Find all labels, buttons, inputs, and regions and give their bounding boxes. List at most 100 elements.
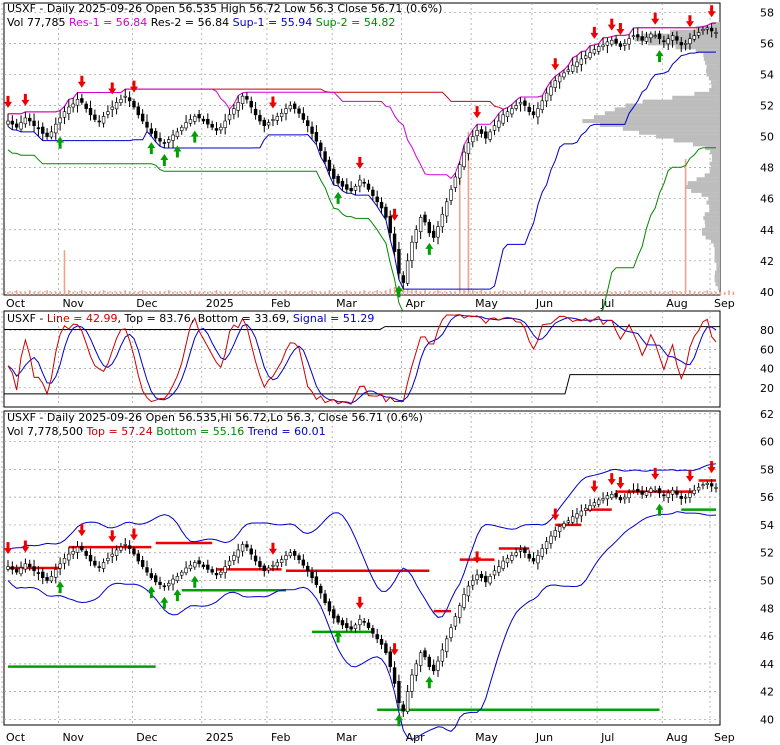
volume-bar: [215, 290, 218, 295]
trend-candle: [657, 488, 662, 494]
trend-candle: [41, 571, 45, 579]
price-candle: [657, 33, 662, 40]
volume-bar: [63, 250, 66, 295]
trend-candle: [540, 548, 544, 557]
trend-candle: [566, 520, 571, 523]
trend-candle: [106, 557, 110, 561]
trend-candle: [518, 549, 523, 552]
price-candle: [510, 108, 514, 115]
trend-up-arrow: [56, 581, 65, 594]
volume-bar: [133, 291, 135, 295]
price-candle: [423, 214, 427, 223]
volume-bar: [671, 290, 674, 295]
trend-month-label: Feb: [271, 731, 290, 744]
trend-y-tick-label: 54: [760, 519, 774, 532]
volume-bar: [385, 290, 387, 295]
trend-month-label: Sep: [714, 731, 735, 744]
trend-up-arrow: [173, 589, 182, 602]
trend-candle: [688, 492, 692, 498]
volume-bar: [663, 291, 665, 295]
volume-bar: [641, 291, 643, 295]
trend-candle: [249, 548, 253, 555]
volume-bar: [115, 291, 118, 295]
trend-candle: [644, 491, 649, 496]
trend-candle: [588, 505, 592, 511]
price-down-arrow: [685, 15, 694, 28]
trend-up-arrow: [655, 503, 664, 516]
trend-y-tick-label: 60: [760, 436, 774, 449]
trend-candle: [709, 483, 714, 487]
price-candle: [358, 179, 362, 187]
trend-candle: [544, 541, 549, 549]
trend-candle: [136, 553, 141, 562]
price-candle: [410, 241, 414, 261]
trend-month-label: Apr: [406, 731, 426, 744]
price-candle: [549, 86, 553, 96]
volume-bar: [467, 131, 470, 295]
price-candle: [275, 116, 280, 121]
trend-y-tick-label: 46: [760, 630, 774, 643]
price-candle: [262, 119, 266, 127]
price-candle: [388, 215, 392, 234]
price-candle: [501, 114, 505, 124]
volume-bar: [159, 291, 161, 295]
trend-candle: [527, 553, 531, 559]
price-candle: [36, 127, 41, 130]
trend-candle: [371, 628, 375, 634]
trend-down-arrow: [21, 540, 30, 553]
oscillator-line: [7, 313, 717, 405]
trend-candle: [366, 622, 371, 629]
trend-candle: [62, 557, 67, 564]
volume-bar: [137, 291, 140, 295]
price-candle: [306, 120, 310, 127]
trend-month-label: Dec: [136, 731, 157, 744]
price-candle: [310, 126, 314, 134]
volume-bar: [524, 290, 526, 295]
price-candle: [653, 35, 657, 37]
price-candle: [492, 125, 497, 131]
trend-subheader: Vol 7,778,500 Top = 57.24 Bottom = 55.16…: [7, 425, 326, 438]
price-panel-subheader: Vol 77,785 Res-1 = 56.84 Res-2 = 56.84 S…: [7, 16, 395, 29]
volume-profile-bar: [673, 138, 720, 143]
trend-candle: [284, 555, 288, 560]
price-candle: [631, 35, 636, 38]
trend-candle: [67, 553, 71, 561]
volume-bar: [697, 291, 700, 295]
trend-up-arrow: [394, 714, 403, 727]
trend-candle: [327, 601, 332, 612]
price-down-arrow: [651, 12, 660, 25]
volume-bar: [498, 291, 500, 295]
trend-candle: [475, 574, 479, 580]
price-candle: [149, 128, 154, 134]
volume-bar: [550, 291, 552, 295]
trend-candle: [80, 546, 84, 551]
volume-bar: [163, 291, 166, 295]
price-candle: [479, 129, 484, 134]
price-candle: [97, 120, 101, 123]
volume-bar: [537, 291, 539, 295]
price-down-arrow: [390, 208, 399, 221]
volume-profile-bar: [594, 115, 720, 120]
trend-candle: [653, 489, 657, 492]
volume-bar: [484, 291, 487, 295]
trend-arrows: [4, 461, 716, 727]
price-candle: [184, 122, 188, 129]
volume-bar: [380, 291, 383, 295]
volume-bar: [89, 291, 92, 295]
trend-candle: [388, 651, 392, 667]
trend-candle: [210, 569, 214, 573]
volume-bar: [224, 291, 226, 295]
sup-1-line: [7, 51, 716, 290]
price-candle: [201, 118, 206, 122]
trend-down-arrow: [4, 542, 12, 555]
trend-candle: [75, 546, 80, 553]
trend-up-arrow: [190, 575, 199, 588]
price-candle: [253, 108, 258, 116]
trend-y-tick-label: 40: [760, 713, 774, 726]
price-candle: [240, 95, 245, 104]
price-candle: [162, 142, 167, 144]
month-label: Mar: [336, 297, 357, 310]
price-candle: [41, 126, 45, 134]
volume-profile-bar: [696, 177, 720, 182]
oscillator-panel-frame: [3, 310, 721, 408]
